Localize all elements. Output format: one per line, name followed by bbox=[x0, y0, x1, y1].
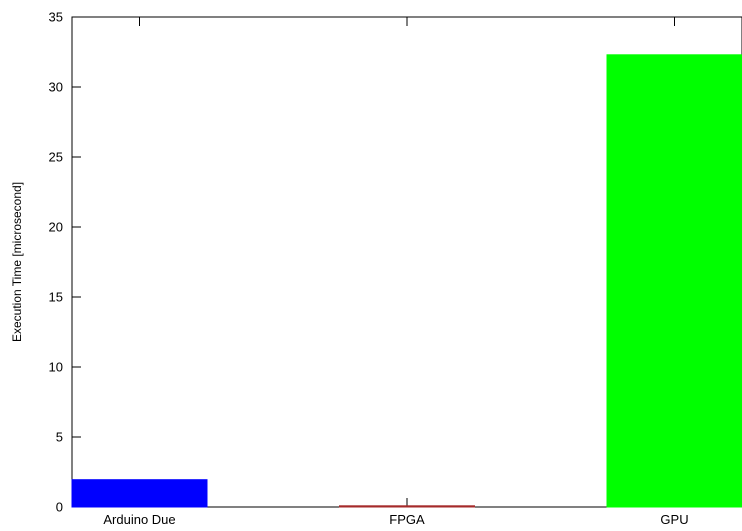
x-tick-label: Arduino Due bbox=[103, 512, 175, 527]
y-tick-label: 20 bbox=[49, 220, 63, 235]
y-axis-ticks: 0 5 10 15 20 25 30 35 bbox=[49, 10, 742, 515]
y-tick-label: 35 bbox=[49, 10, 63, 25]
y-tick-label: 30 bbox=[49, 80, 63, 95]
y-tick-label: 0 bbox=[56, 500, 63, 515]
x-axis-ticks: Arduino Due FPGA GPU bbox=[103, 17, 689, 527]
y-tick-label: 10 bbox=[49, 360, 63, 375]
bars bbox=[71, 54, 742, 508]
y-tick-label: 5 bbox=[56, 430, 63, 445]
x-tick-label: GPU bbox=[660, 512, 688, 527]
y-tick-label: 15 bbox=[49, 290, 63, 305]
y-axis-title: Execution Time [microsecond] bbox=[10, 182, 24, 342]
bar-fpga bbox=[339, 505, 475, 508]
x-tick-label: FPGA bbox=[389, 512, 425, 527]
y-tick-label: 25 bbox=[49, 150, 63, 165]
bar-arduino-due bbox=[71, 479, 208, 508]
bar-gpu bbox=[606, 54, 742, 508]
